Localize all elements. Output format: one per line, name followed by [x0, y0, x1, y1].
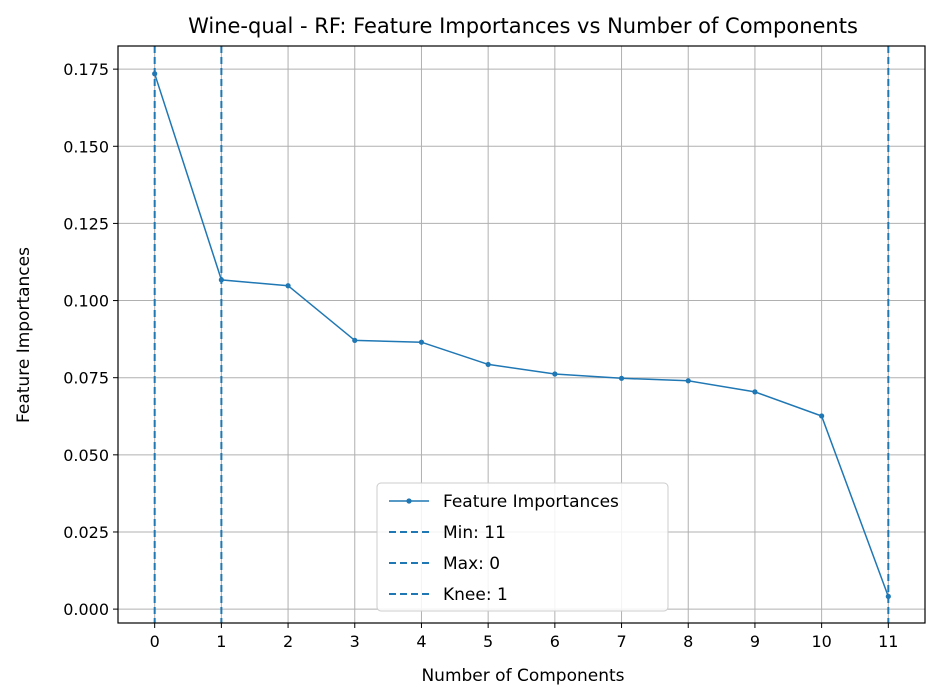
- data-point: [285, 283, 291, 289]
- data-point: [618, 375, 625, 381]
- legend-box: [376, 482, 669, 612]
- x-tick-label: 4: [416, 632, 426, 651]
- data-point: [352, 337, 358, 343]
- y-axis-ticks: 0.000 0.025 0.050 0.075 0.100 0.125 0.150 0.175: [63, 60, 118, 619]
- x-tick-label: 6: [550, 632, 560, 651]
- grid: [118, 46, 925, 623]
- legend-label: Min: 11: [443, 523, 506, 543]
- x-tick-label: 1: [216, 632, 226, 651]
- legend: Feature Importances Min: 11 Max: 0 Knee: 1: [376, 482, 669, 612]
- x-tick-label: 9: [750, 632, 760, 651]
- y-axis-label: Feature Importances: [14, 247, 34, 423]
- data-point: [685, 378, 691, 384]
- legend-label: Max: 0: [443, 554, 500, 574]
- y-tick-label: 0.150: [63, 137, 109, 156]
- y-tick-label: 0.100: [63, 292, 109, 311]
- x-tick-label: 10: [811, 632, 831, 651]
- legend-label: Feature Importances: [443, 492, 619, 512]
- data-point: [752, 389, 758, 395]
- legend-swatch-marker: [406, 498, 412, 504]
- data-point: [885, 593, 891, 600]
- plot-frame: [117, 45, 926, 624]
- data-point: [218, 277, 224, 283]
- x-axis-ticks: 0 1 2 3 4 5 6 7 8 9 10 11: [150, 623, 898, 651]
- vertical-markers: [153, 46, 890, 623]
- data-point: [819, 413, 825, 419]
- data-point: [152, 71, 158, 77]
- x-tick-label: 7: [616, 632, 626, 651]
- y-tick-label: 0.175: [63, 60, 109, 79]
- x-tick-label: 0: [150, 632, 160, 651]
- y-tick-label: 0.025: [63, 523, 109, 542]
- x-tick-label: 8: [683, 632, 693, 651]
- x-tick-label: 5: [483, 632, 493, 651]
- y-tick-label: 0.125: [63, 214, 109, 233]
- data-point: [418, 339, 425, 345]
- chart-title: Wine-qual - RF: Feature Importances vs N…: [188, 14, 858, 38]
- series-layer: [152, 71, 891, 600]
- data-point: [485, 361, 491, 368]
- x-tick-label: 2: [283, 632, 293, 651]
- x-tick-label: 3: [350, 632, 360, 651]
- x-tick-label: 11: [878, 632, 898, 651]
- x-axis-label: Number of Components: [421, 666, 624, 686]
- y-tick-label: 0.075: [63, 369, 109, 388]
- data-point: [552, 371, 558, 377]
- y-tick-label: 0.050: [63, 446, 109, 465]
- y-tick-label: 0.000: [63, 600, 109, 619]
- legend-label: Knee: 1: [443, 585, 508, 605]
- series-line: [153, 73, 890, 597]
